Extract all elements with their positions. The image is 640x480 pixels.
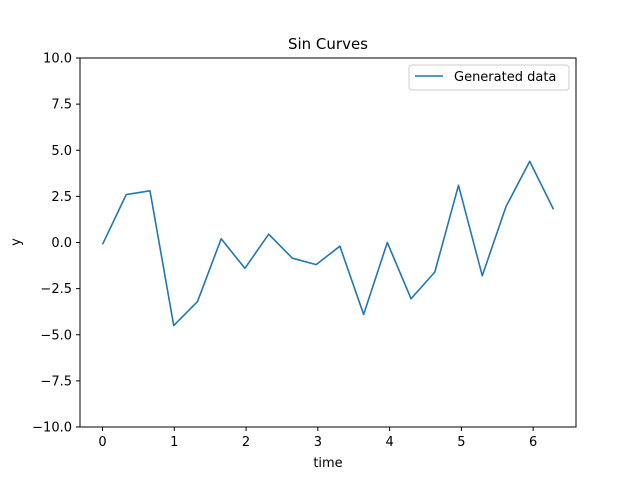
y-tick-label: −2.5 — [40, 282, 72, 297]
x-tick-label: 5 — [457, 435, 465, 450]
y-tick-label: 7.5 — [51, 98, 72, 113]
y-tick-label: −5.0 — [40, 328, 72, 343]
x-tick-label: 2 — [242, 435, 250, 450]
y-tick-label: 0.0 — [51, 236, 72, 251]
x-axis-label: time — [313, 456, 342, 471]
y-tick-label: −10.0 — [32, 421, 72, 436]
x-tick-label: 6 — [529, 435, 537, 450]
series-line-0 — [101, 160, 555, 327]
y-tick-label: 5.0 — [51, 144, 72, 159]
y-tick-label: 2.5 — [51, 190, 72, 205]
y-axis-label: y — [9, 238, 24, 246]
legend-box — [408, 64, 570, 91]
x-axis: 0 1 2 3 4 5 6 — [98, 427, 537, 450]
plot-frame — [79, 57, 577, 428]
chart-title: Sin Curves — [288, 35, 368, 53]
legend: Generated data — [408, 64, 570, 91]
legend-label: Generated data — [454, 70, 556, 85]
y-axis: −10.0 −7.5 −5.0 −2.5 0.0 2.5 5.0 7.5 10.0 — [32, 52, 80, 436]
x-tick-label: 3 — [314, 435, 322, 450]
x-tick-label: 0 — [98, 435, 106, 450]
plot-area — [101, 160, 555, 327]
y-tick-label: −7.5 — [40, 374, 72, 389]
x-tick-label: 4 — [385, 435, 393, 450]
y-tick-label: 10.0 — [43, 52, 72, 67]
x-tick-label: 1 — [170, 435, 178, 450]
